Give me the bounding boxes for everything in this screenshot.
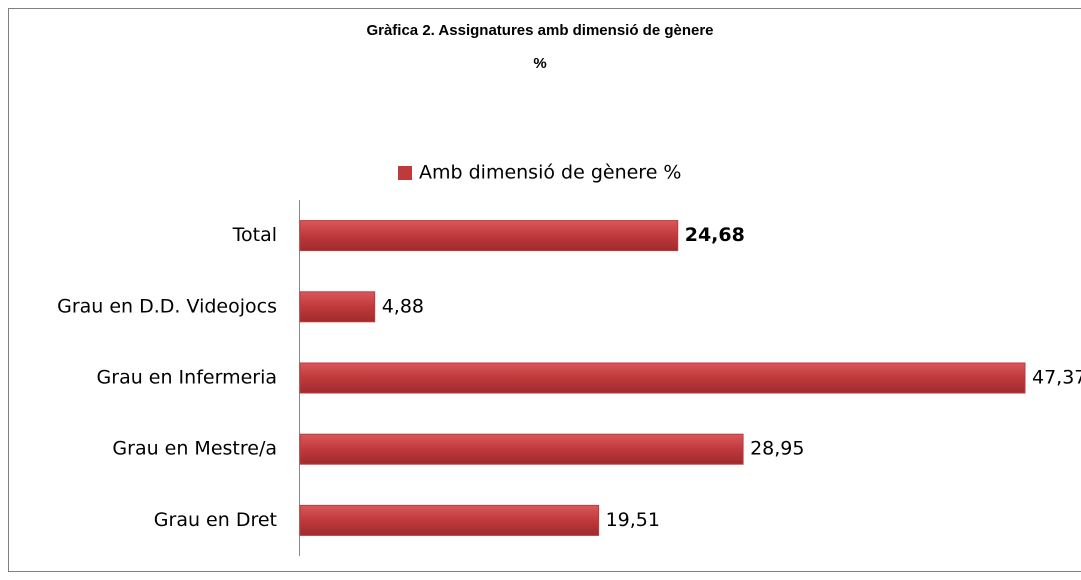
data-label: 4,88 xyxy=(382,295,424,317)
y-tick-label: Grau en D.D. Videojocs xyxy=(57,295,277,317)
legend-label: Amb dimensió de gènere % xyxy=(419,162,681,184)
data-label: 47,37 xyxy=(1032,367,1081,389)
bar xyxy=(299,433,744,465)
legend-swatch xyxy=(398,166,412,180)
chart-title: Gràfica 2. Assignatures amb dimensió de … xyxy=(366,22,713,39)
y-tick-label: Grau en Mestre/a xyxy=(112,438,277,460)
chart-subtitle: % xyxy=(533,55,546,72)
data-label: 19,51 xyxy=(606,509,660,531)
data-label: 24,68 xyxy=(685,224,745,246)
chart-frame xyxy=(8,8,1081,572)
y-tick-label: Grau en Dret xyxy=(154,509,277,531)
bar xyxy=(299,220,679,252)
bar xyxy=(299,291,376,323)
data-label: 28,95 xyxy=(750,438,804,460)
y-tick-label: Grau en Infermeria xyxy=(97,367,277,389)
bar xyxy=(299,504,600,536)
y-tick-label: Total xyxy=(232,224,277,246)
bar xyxy=(299,362,1026,394)
